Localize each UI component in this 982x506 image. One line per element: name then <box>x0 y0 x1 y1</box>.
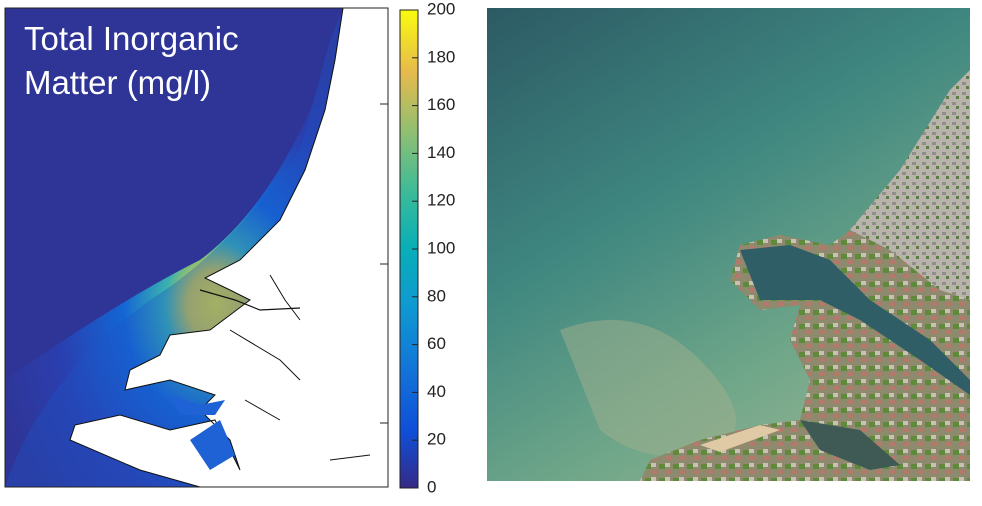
colorbar-tick-label: 60 <box>427 334 446 353</box>
urban-area <box>850 70 970 300</box>
inlet <box>800 420 900 470</box>
colorbar-tick-label: 160 <box>427 95 455 114</box>
colorbar-tick-label: 0 <box>427 477 436 496</box>
estuary <box>190 420 235 470</box>
waterway <box>740 245 970 395</box>
colorbar-tick-label: 100 <box>427 238 455 257</box>
satellite-image <box>487 8 970 481</box>
river <box>199 289 301 311</box>
model-map: Total Inorganic Matter (mg/l) <box>4 7 389 488</box>
colorbar: 0 20 40 60 80 100 120 140 160 180 200 <box>399 0 455 496</box>
colorbar-tick-label: 120 <box>427 191 455 210</box>
map-title: Matter (mg/l) <box>24 64 211 101</box>
colorbar-tick-label: 200 <box>427 0 455 18</box>
colorbar-tick-label: 20 <box>427 430 446 449</box>
colorbar-tick-label: 140 <box>427 143 455 162</box>
colorbar-tick-label: 40 <box>427 382 446 401</box>
land <box>69 7 389 488</box>
colorbar-tick-label: 80 <box>427 286 446 305</box>
beach <box>700 425 780 452</box>
river <box>229 274 371 461</box>
colorbar-tick-label: 180 <box>427 47 455 66</box>
map-frame <box>4 7 389 488</box>
map-title: Total Inorganic <box>24 20 239 57</box>
estuary <box>170 395 225 415</box>
sediment-plume <box>560 320 736 457</box>
